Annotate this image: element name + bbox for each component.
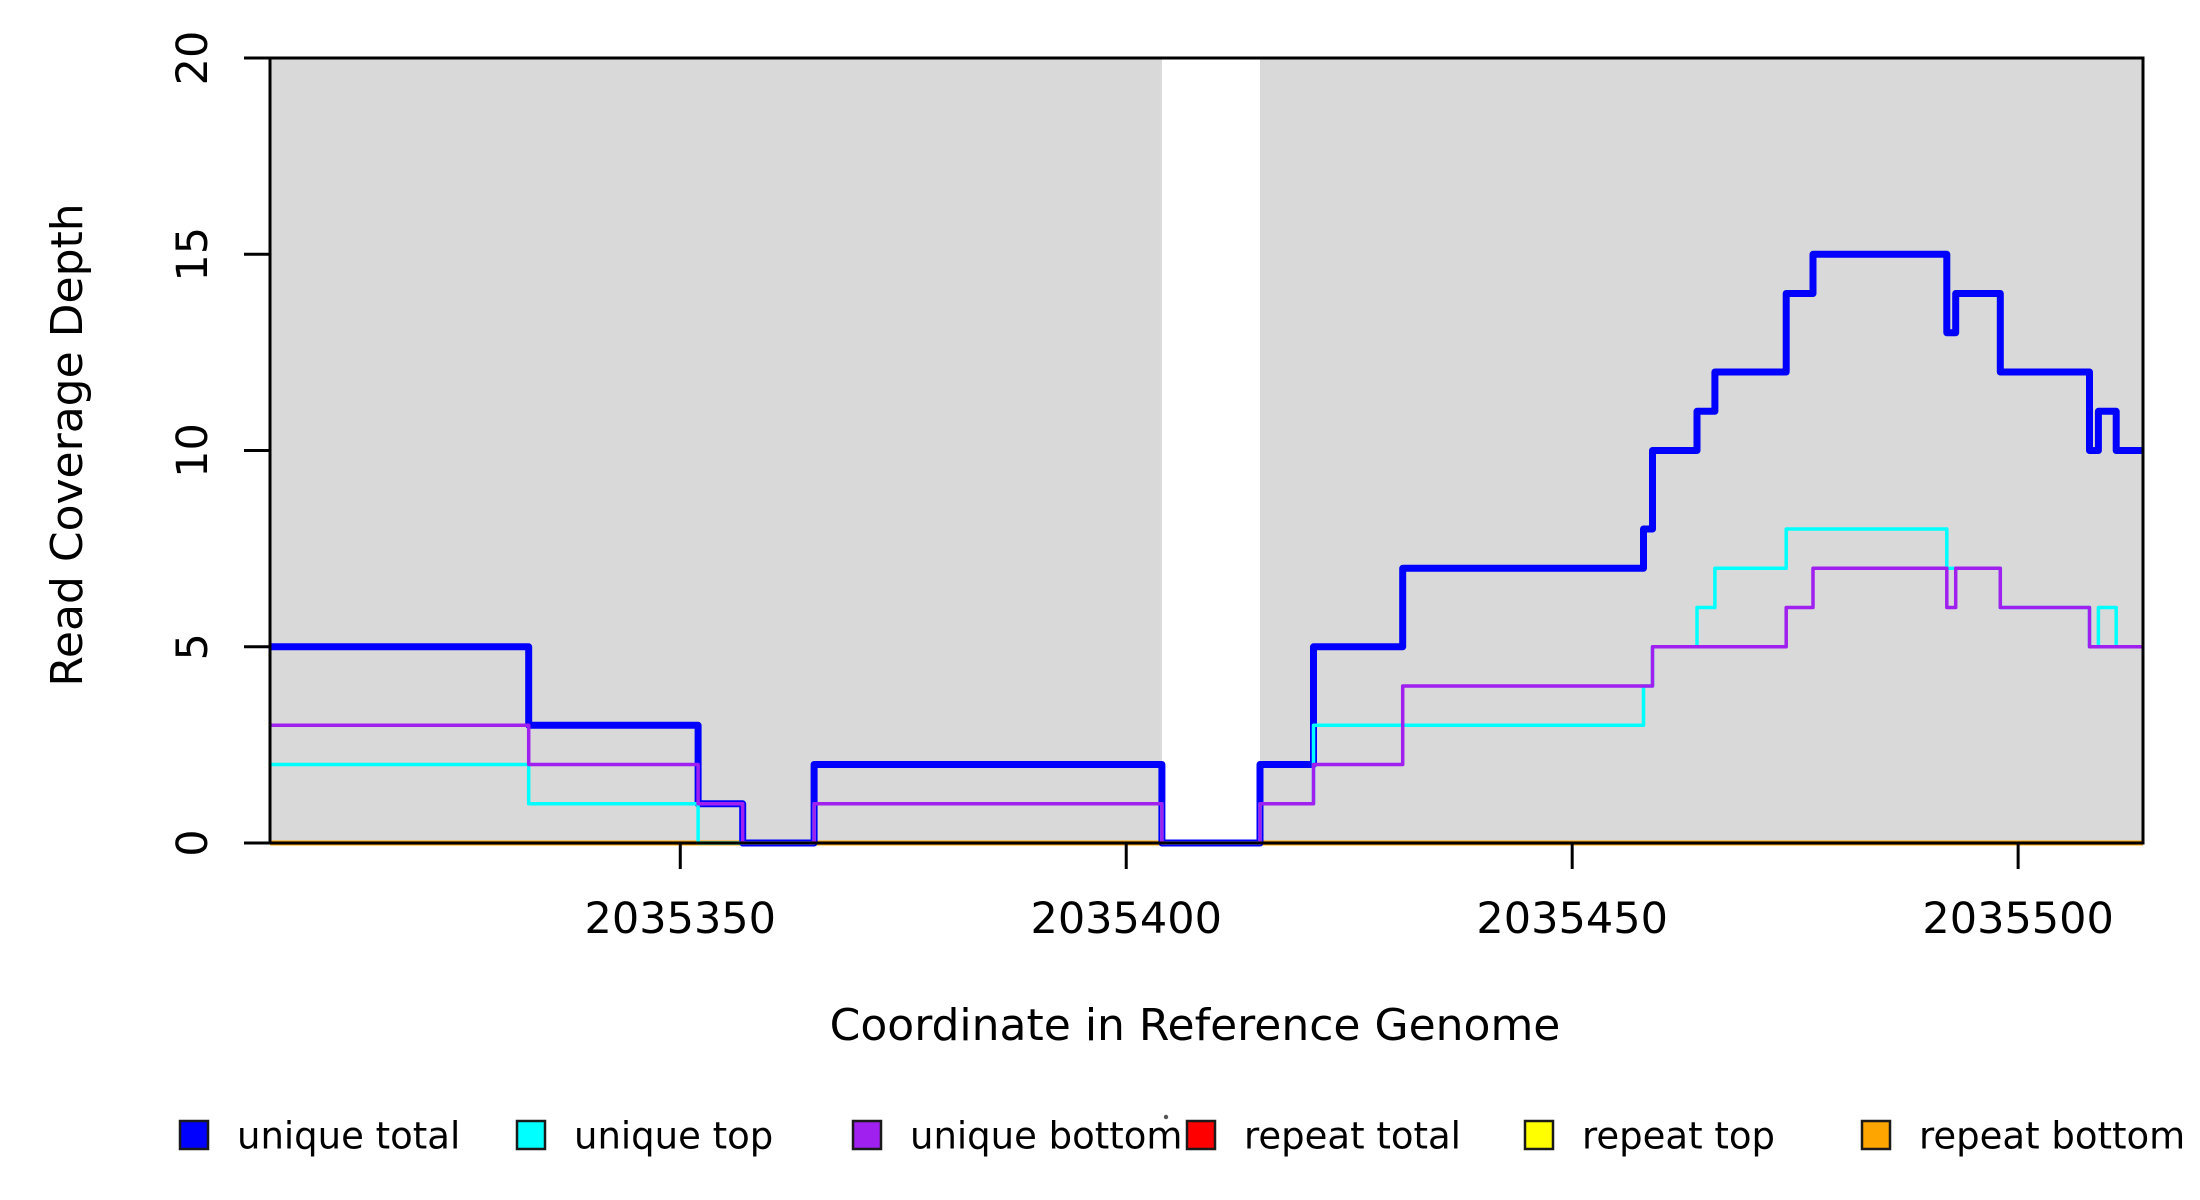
legend-label-unique-top: unique top xyxy=(574,1115,773,1158)
x-tick-label-1: 2035400 xyxy=(1030,894,1222,944)
legend-swatch-repeat-bottom xyxy=(1860,1119,1892,1151)
legend-label-repeat-bottom: repeat bottom xyxy=(1919,1115,2185,1158)
x-tick-label-0: 2035350 xyxy=(585,894,777,944)
x-axis-title: Coordinate in Reference Genome xyxy=(830,1000,1561,1051)
x-tick-label-2: 2035450 xyxy=(1476,894,1668,944)
legend-label-unique-total: unique total xyxy=(237,1115,460,1158)
legend-label-repeat-top: repeat top xyxy=(1582,1115,1775,1158)
y-tick-label-1: 5 xyxy=(168,633,218,660)
y-tick-label-3: 15 xyxy=(168,227,218,282)
stray-dot xyxy=(1163,1114,1169,1120)
y-axis-title: Read Coverage Depth xyxy=(42,203,93,686)
legend-label-repeat-total: repeat total xyxy=(1244,1115,1461,1158)
coverage-band-1 xyxy=(1260,58,2143,843)
series-line-unique-bottom xyxy=(270,566,2143,845)
legend-swatch-unique-total xyxy=(178,1119,210,1151)
coverage-band-0 xyxy=(270,58,1162,843)
y-tick-label-4: 20 xyxy=(168,31,218,86)
x-tick-label-3: 2035500 xyxy=(1922,894,2114,944)
legend-swatch-repeat-top xyxy=(1523,1119,1555,1151)
legend-label-unique-bottom: unique bottom xyxy=(910,1115,1182,1158)
legend-swatch-unique-top xyxy=(515,1119,547,1151)
y-tick-label-2: 10 xyxy=(168,423,218,478)
y-tick-label-0: 0 xyxy=(168,829,218,856)
legend-swatch-unique-bottom xyxy=(851,1119,883,1151)
legend-swatch-repeat-total xyxy=(1185,1119,1217,1151)
